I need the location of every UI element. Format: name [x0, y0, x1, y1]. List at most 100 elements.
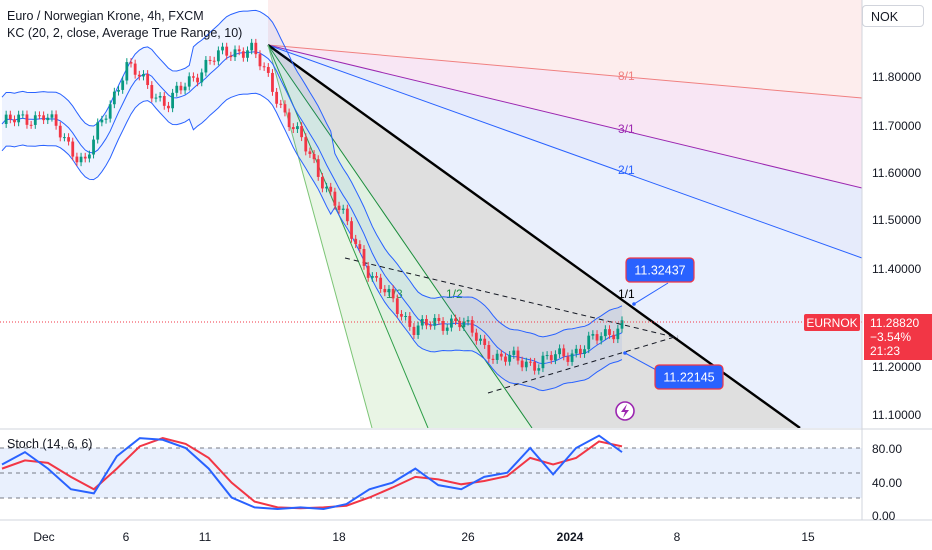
- candle-body: [187, 76, 191, 87]
- candle-body: [345, 208, 349, 222]
- candle-body: [595, 334, 599, 341]
- price-tick: 11.80000: [872, 70, 921, 84]
- time-label: 18: [332, 530, 346, 544]
- price-tick: 11.10000: [872, 408, 921, 422]
- candle-body: [162, 96, 166, 106]
- candle-body: [616, 328, 620, 340]
- kc-band-fill: [2, 10, 622, 391]
- candle-body: [291, 127, 295, 130]
- candle-body: [50, 114, 54, 118]
- symbol-tag-price: 11.28820: [870, 316, 919, 330]
- currency-selector[interactable]: NOK: [862, 5, 924, 27]
- price-tick: 11.60000: [872, 166, 921, 180]
- candle-body: [46, 117, 50, 121]
- indicator-legend-kc[interactable]: KC (20, 2, close, Average True Range, 10…: [7, 26, 243, 40]
- candle-body: [483, 338, 487, 346]
- candle-body: [58, 125, 62, 138]
- candle-body: [104, 118, 108, 120]
- fan-zone-red: [268, 0, 862, 98]
- candle-body: [63, 137, 66, 139]
- candle-body: [533, 361, 537, 371]
- stoch-tick: 40.00: [872, 476, 902, 490]
- candle-body: [603, 329, 607, 337]
- candle-body: [545, 355, 549, 357]
- candle-body: [304, 137, 308, 152]
- candle-body: [216, 50, 220, 62]
- trendline-lower: [487, 335, 679, 394]
- candle-body: [21, 114, 25, 116]
- candle-body: [312, 153, 316, 160]
- trend-lines[interactable]: [344, 257, 679, 394]
- trendline-upper: [344, 257, 679, 339]
- chart-title[interactable]: Euro / Norwegian Krone, 4h, FXCM: [7, 9, 204, 23]
- candle-body: [67, 137, 70, 142]
- candle-body: [341, 208, 345, 210]
- candle-body: [133, 63, 137, 75]
- price-tick: 11.40000: [872, 262, 921, 276]
- candle-body: [192, 76, 195, 78]
- candle-body: [25, 114, 29, 125]
- fan-line-8-1: [267, 44, 862, 99]
- candle-body: [620, 320, 624, 329]
- candle-body: [271, 72, 274, 92]
- time-label: 6: [123, 530, 130, 544]
- price-scale[interactable]: 11.80000 11.70000 11.60000 11.50000 11.4…: [872, 70, 921, 422]
- candle-body: [379, 277, 383, 289]
- candle-body: [17, 114, 21, 123]
- kc-upper-line: [1, 9, 623, 338]
- candle-body: [208, 59, 212, 61]
- callout-upper[interactable]: 11.32437: [625, 257, 695, 306]
- candle-body: [129, 62, 133, 64]
- candle-body: [200, 72, 204, 83]
- symbol-tag[interactable]: EURNOK 11.28820 −3.54% 21:23: [804, 314, 932, 360]
- gann-fan[interactable]: 8/1 3/1 2/1 1/1 1/2 1/3: [267, 0, 862, 428]
- candle-body: [504, 356, 507, 362]
- fan-zone-lightblue: [268, 45, 862, 428]
- time-label: 11: [199, 530, 212, 544]
- candle-body: [362, 249, 366, 266]
- candle-body: [370, 276, 374, 278]
- candle-body: [246, 50, 249, 58]
- indicator-legend-stoch[interactable]: Stoch (14, 6, 6): [7, 437, 93, 451]
- candle-body: [100, 119, 104, 123]
- candle-body: [38, 115, 41, 117]
- candle-body: [325, 186, 328, 189]
- candle-body: [54, 114, 58, 126]
- candle-body: [258, 54, 262, 67]
- candle-body: [495, 353, 499, 360]
- candle-body: [154, 97, 158, 99]
- fan-line-1-2: [267, 44, 533, 428]
- fan-label-8-1: 8/1: [618, 69, 635, 83]
- candle-body: [437, 317, 441, 321]
- candle-body: [429, 325, 432, 327]
- fan-line-1-1: [267, 44, 801, 428]
- time-label: 8: [674, 530, 681, 544]
- candle-body: [487, 345, 491, 359]
- stoch-scale[interactable]: 80.00 40.00 0.00: [872, 442, 902, 523]
- lightning-icon[interactable]: [615, 401, 635, 421]
- stoch-k-line: [1, 434, 623, 511]
- candle-body: [142, 74, 145, 77]
- fan-label-3-1: 3/1: [618, 122, 635, 136]
- candle-body: [221, 46, 224, 51]
- candle-body: [8, 114, 12, 120]
- candle-body: [599, 336, 603, 341]
- candle-body: [308, 151, 312, 154]
- time-axis[interactable]: Dec 6 11 18 26 2024 8 15: [33, 530, 815, 544]
- candle-body: [137, 74, 141, 77]
- candle-body: [408, 315, 412, 327]
- callout-lower-value: 11.22145: [663, 371, 714, 385]
- candle-body: [71, 141, 75, 157]
- candle-body: [358, 244, 362, 250]
- candle-body: [420, 318, 424, 326]
- candle-body: [549, 355, 553, 361]
- callout-lower[interactable]: 11.22145: [623, 351, 724, 390]
- candle-body: [279, 103, 283, 105]
- candle-body: [13, 119, 16, 123]
- candle-body: [441, 320, 445, 331]
- candle-body: [283, 104, 287, 113]
- candle-body: [108, 104, 112, 119]
- candle-body: [591, 334, 595, 336]
- price-tick: 11.70000: [872, 119, 921, 133]
